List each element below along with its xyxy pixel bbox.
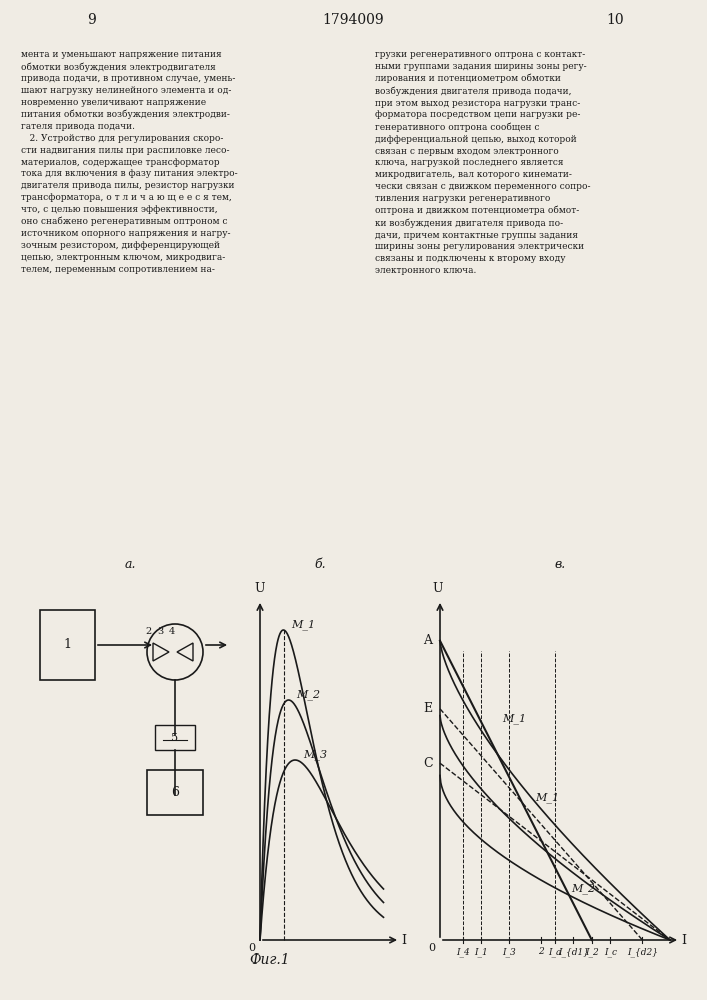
- Text: 1794009: 1794009: [322, 13, 385, 27]
- Text: I_c: I_c: [604, 947, 617, 957]
- Text: грузки регенеративного оптрона с контакт-
ными группами задания ширины зоны регу: грузки регенеративного оптрона с контакт…: [375, 50, 590, 275]
- Text: A: A: [423, 634, 433, 647]
- Text: I_3: I_3: [502, 947, 516, 957]
- Bar: [40, 610, 95, 680]
- Text: 9: 9: [88, 13, 96, 27]
- Text: C: C: [423, 757, 433, 770]
- Text: 5: 5: [171, 733, 179, 743]
- Text: U: U: [255, 582, 265, 594]
- Text: M_2: M_2: [296, 690, 320, 700]
- Text: 2: 2: [145, 628, 151, 637]
- Text: I: I: [402, 934, 407, 946]
- Text: I_{d1}: I_{d1}: [558, 947, 589, 957]
- Text: а.: а.: [124, 558, 136, 572]
- Text: 10: 10: [607, 13, 624, 27]
- Text: 0: 0: [248, 943, 255, 953]
- Text: I: I: [682, 934, 686, 946]
- Text: M_1: M_1: [291, 620, 315, 630]
- Text: 0: 0: [428, 943, 436, 953]
- Bar: [155, 725, 195, 750]
- Text: I_1: I_1: [474, 947, 489, 957]
- Text: 4: 4: [169, 628, 175, 637]
- Text: в.: в.: [554, 558, 566, 572]
- Text: M_1: M_1: [535, 792, 559, 803]
- Text: 1: 1: [63, 639, 71, 652]
- Text: I_{d2}: I_{d2}: [627, 947, 658, 957]
- Text: I_4: I_4: [456, 947, 470, 957]
- Text: 6: 6: [171, 786, 179, 800]
- Text: M_2: M_2: [571, 884, 595, 894]
- Text: I_a: I_a: [549, 947, 561, 957]
- Bar: [147, 770, 203, 815]
- Text: мента и уменьшают напряжение питания
обмотки возбуждения электродвигателя
привод: мента и уменьшают напряжение питания обм…: [21, 50, 238, 273]
- Text: M_1: M_1: [503, 714, 527, 724]
- Text: 3: 3: [157, 628, 163, 637]
- Text: б.: б.: [314, 558, 326, 572]
- Text: Фиг.1: Фиг.1: [250, 953, 291, 967]
- Text: I_2: I_2: [585, 947, 599, 957]
- Text: M_3: M_3: [303, 750, 327, 760]
- Text: 2: 2: [538, 948, 544, 956]
- Text: U: U: [433, 582, 443, 594]
- Text: E: E: [423, 702, 433, 715]
